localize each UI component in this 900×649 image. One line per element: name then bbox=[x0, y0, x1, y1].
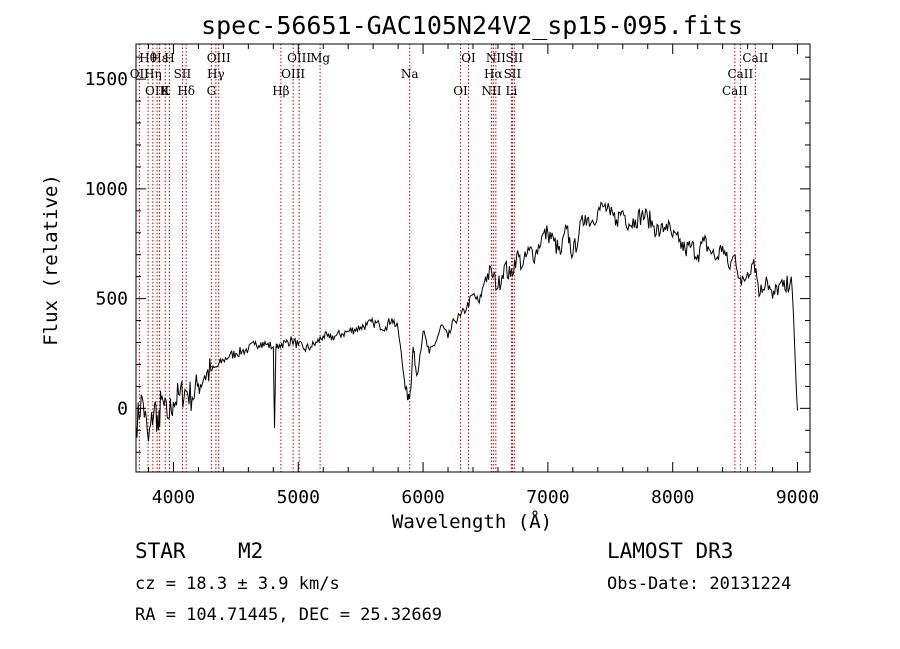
y-axis-label: Flux (relative) bbox=[40, 174, 62, 346]
spectral-line-label: OII bbox=[130, 67, 150, 81]
spectral-line-label: Hθ bbox=[139, 51, 157, 65]
spectrum-series bbox=[135, 201, 798, 442]
spectral-line-label: SII bbox=[505, 51, 523, 65]
survey-name: LAMOST DR3 bbox=[607, 539, 733, 563]
spectral-line-label: CaII bbox=[742, 51, 768, 65]
line-labels: HθOIIOIIIHεHηKHSIIHδOIIIHγGOIIIOIIIHβMgN… bbox=[130, 51, 769, 98]
x-tick-label: 5000 bbox=[277, 487, 320, 508]
spectral-line-label: OIII bbox=[287, 51, 311, 65]
spectral-line-label: Mg bbox=[310, 51, 330, 65]
spectral-line-label: Hδ bbox=[177, 84, 195, 98]
spectral-line-label: Hγ bbox=[207, 67, 225, 81]
spectral-line-label: Hα bbox=[484, 67, 503, 81]
spectral-line-label: K bbox=[161, 84, 171, 98]
y-tick-label: 1500 bbox=[85, 69, 128, 90]
redshift-velocity: cz = 18.3 ± 3.9 km/s bbox=[135, 574, 340, 594]
spectral-line-label: OIII bbox=[145, 84, 169, 98]
plot-frame bbox=[135, 43, 811, 473]
x-tick-label: 6000 bbox=[401, 487, 444, 508]
spectral-line-label: Hβ bbox=[272, 84, 289, 98]
spectral-line-label: SII bbox=[174, 67, 192, 81]
spectral-line-label: Hε bbox=[151, 51, 168, 65]
spectral-line-label: Hη bbox=[144, 67, 162, 81]
axis-ticks: 4000 5000 6000 7000 8000 9000 0 500 1000 1500 bbox=[85, 44, 819, 508]
spectrum-line bbox=[135, 201, 798, 442]
observation-date: Obs-Date: 20131224 bbox=[607, 574, 791, 594]
spectral-line-label: OIII bbox=[281, 67, 305, 81]
y-tick-label: 0 bbox=[117, 398, 128, 419]
x-tick-label: 9000 bbox=[776, 487, 819, 508]
chart-title: spec-56651-GAC105N24V2_sp15-095.fits bbox=[201, 11, 743, 40]
spectral-line-label: G bbox=[207, 84, 217, 98]
x-tick-label: 4000 bbox=[152, 487, 195, 508]
spectral-line-label: OI bbox=[453, 84, 468, 98]
y-tick-label: 1000 bbox=[85, 179, 128, 200]
spectral-line-label: Li bbox=[506, 84, 518, 98]
y-tick-label: 500 bbox=[95, 289, 128, 310]
spectral-line-label: CaII bbox=[722, 84, 748, 98]
spectral-line-label: NII bbox=[481, 84, 501, 98]
x-tick-label: 8000 bbox=[651, 487, 694, 508]
spectral-line-label: CaII bbox=[727, 67, 753, 81]
object-class: STAR bbox=[135, 539, 186, 563]
spectral-line-label: SII bbox=[504, 67, 522, 81]
coordinates: RA = 104.71445, DEC = 25.32669 bbox=[135, 605, 442, 625]
x-tick-label: 7000 bbox=[526, 487, 569, 508]
x-axis-label: Wavelength (Å) bbox=[392, 510, 552, 533]
spectral-line-label: OIII bbox=[207, 51, 231, 65]
spectral-line-label: OI bbox=[461, 51, 476, 65]
spectral-line-label: NII bbox=[486, 51, 506, 65]
object-subclass: M2 bbox=[238, 539, 263, 563]
spectral-line-label: Na bbox=[401, 67, 419, 81]
spectral-line-label: H bbox=[164, 51, 174, 65]
spectral-lines bbox=[138, 44, 756, 472]
